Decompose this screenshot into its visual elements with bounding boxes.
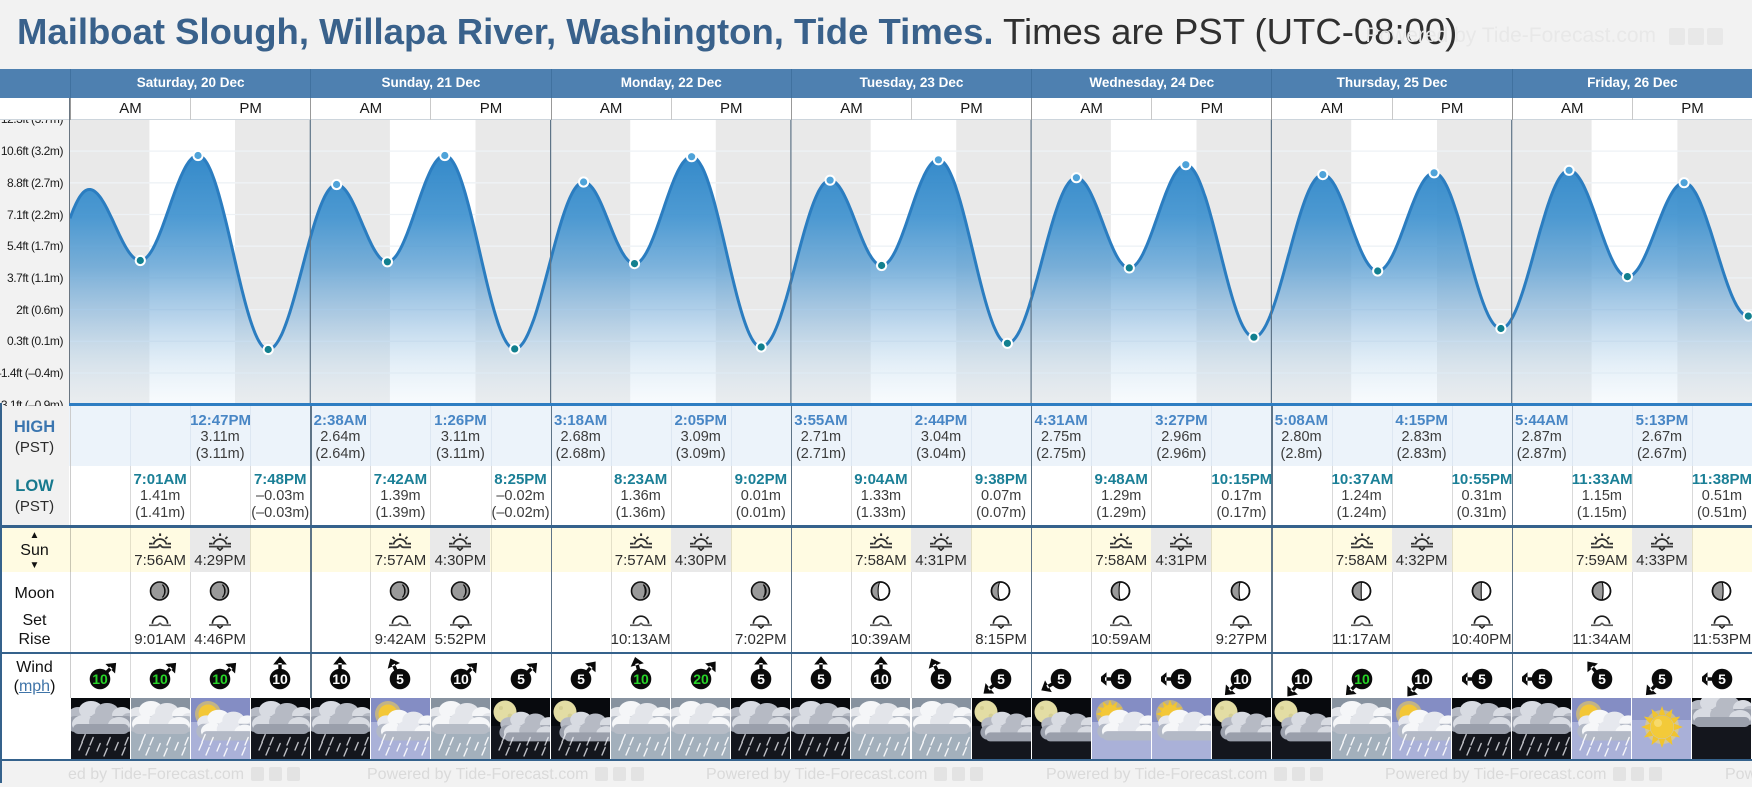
svg-text:5: 5 [1658, 670, 1666, 686]
svg-text:5: 5 [1598, 670, 1606, 686]
svg-text:10: 10 [1234, 670, 1250, 686]
svg-text:5: 5 [1478, 670, 1486, 686]
svg-text:10: 10 [453, 670, 469, 686]
svg-text:10: 10 [333, 670, 349, 686]
svg-text:5: 5 [1538, 670, 1546, 686]
svg-text:5: 5 [517, 670, 525, 686]
svg-text:5: 5 [1718, 670, 1726, 686]
svg-text:5: 5 [997, 670, 1005, 686]
svg-text:5: 5 [1177, 670, 1185, 686]
svg-text:10: 10 [1354, 670, 1370, 686]
svg-text:10: 10 [272, 670, 288, 686]
svg-text:10: 10 [92, 670, 108, 686]
svg-text:5: 5 [396, 670, 404, 686]
svg-text:5: 5 [577, 670, 585, 686]
svg-text:5: 5 [1117, 670, 1125, 686]
svg-text:10: 10 [152, 670, 168, 686]
svg-text:5: 5 [937, 670, 945, 686]
svg-text:10: 10 [873, 670, 889, 686]
svg-text:10: 10 [212, 670, 228, 686]
svg-text:5: 5 [757, 670, 765, 686]
svg-text:10: 10 [633, 670, 649, 686]
svg-text:20: 20 [693, 670, 709, 686]
svg-text:10: 10 [1294, 670, 1310, 686]
svg-text:5: 5 [817, 670, 825, 686]
svg-text:5: 5 [1057, 670, 1065, 686]
svg-text:10: 10 [1414, 670, 1430, 686]
